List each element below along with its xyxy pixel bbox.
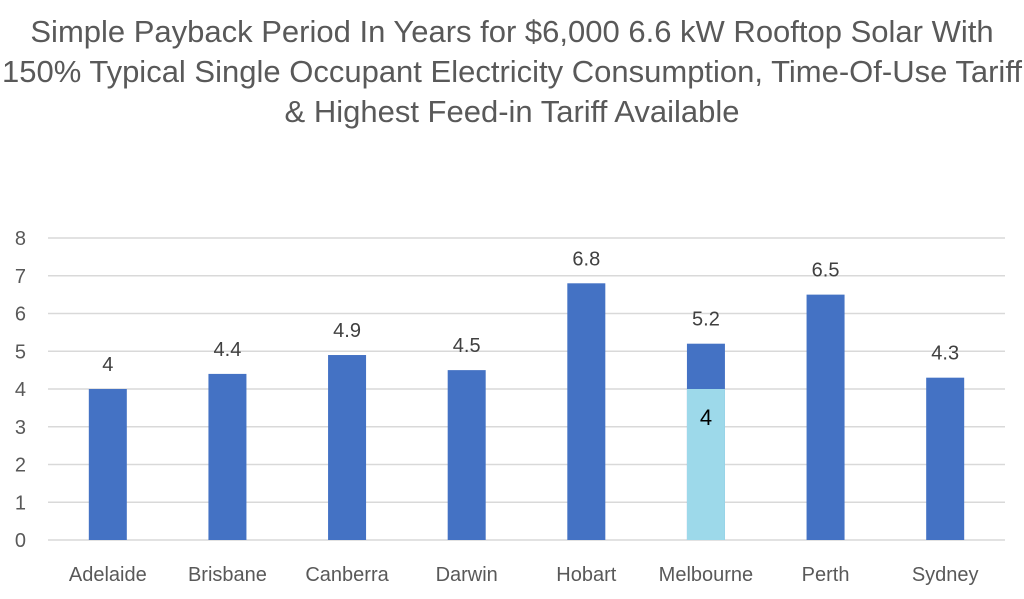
y-tick-label: 3 bbox=[15, 417, 26, 439]
data-label: 4.9 bbox=[333, 320, 361, 342]
data-label: 5.2 bbox=[692, 309, 720, 331]
x-tick-label: Adelaide bbox=[69, 564, 147, 586]
y-tick-label: 2 bbox=[15, 455, 26, 477]
chart-title: Simple Payback Period In Years for $6,00… bbox=[2, 14, 1022, 129]
y-tick-label: 4 bbox=[15, 379, 26, 401]
bar-darwin bbox=[447, 370, 486, 540]
y-tick-label: 1 bbox=[15, 492, 26, 514]
y-tick-label: 8 bbox=[15, 228, 26, 250]
y-tick-label: 5 bbox=[15, 341, 26, 363]
x-tick-label: Sydney bbox=[912, 564, 979, 586]
data-label: 4 bbox=[700, 405, 712, 430]
x-tick-label: Hobart bbox=[556, 564, 616, 586]
y-tick-label: 0 bbox=[15, 530, 26, 552]
bar-hobart bbox=[567, 283, 606, 540]
x-tick-label: Perth bbox=[802, 564, 850, 586]
bar-brisbane bbox=[208, 373, 247, 540]
data-label: 4.4 bbox=[214, 339, 242, 361]
data-label: 4 bbox=[102, 354, 113, 376]
data-label: 4.5 bbox=[453, 335, 481, 357]
x-tick-label: Canberra bbox=[305, 564, 389, 586]
bar-perth bbox=[806, 294, 845, 540]
x-tick-label: Melbourne bbox=[659, 564, 754, 586]
bar-adelaide bbox=[88, 389, 127, 540]
bar-melbourne-overlay bbox=[686, 389, 725, 540]
x-tick-label: Darwin bbox=[436, 564, 498, 586]
y-tick-label: 6 bbox=[15, 304, 26, 326]
data-label: 6.8 bbox=[572, 248, 600, 270]
y-tick-label: 7 bbox=[15, 266, 26, 288]
data-label: 4.3 bbox=[931, 343, 959, 365]
data-label: 6.5 bbox=[812, 260, 840, 282]
bar-sydney bbox=[926, 377, 965, 540]
bar-canberra bbox=[328, 355, 367, 540]
x-tick-label: Brisbane bbox=[188, 564, 267, 586]
